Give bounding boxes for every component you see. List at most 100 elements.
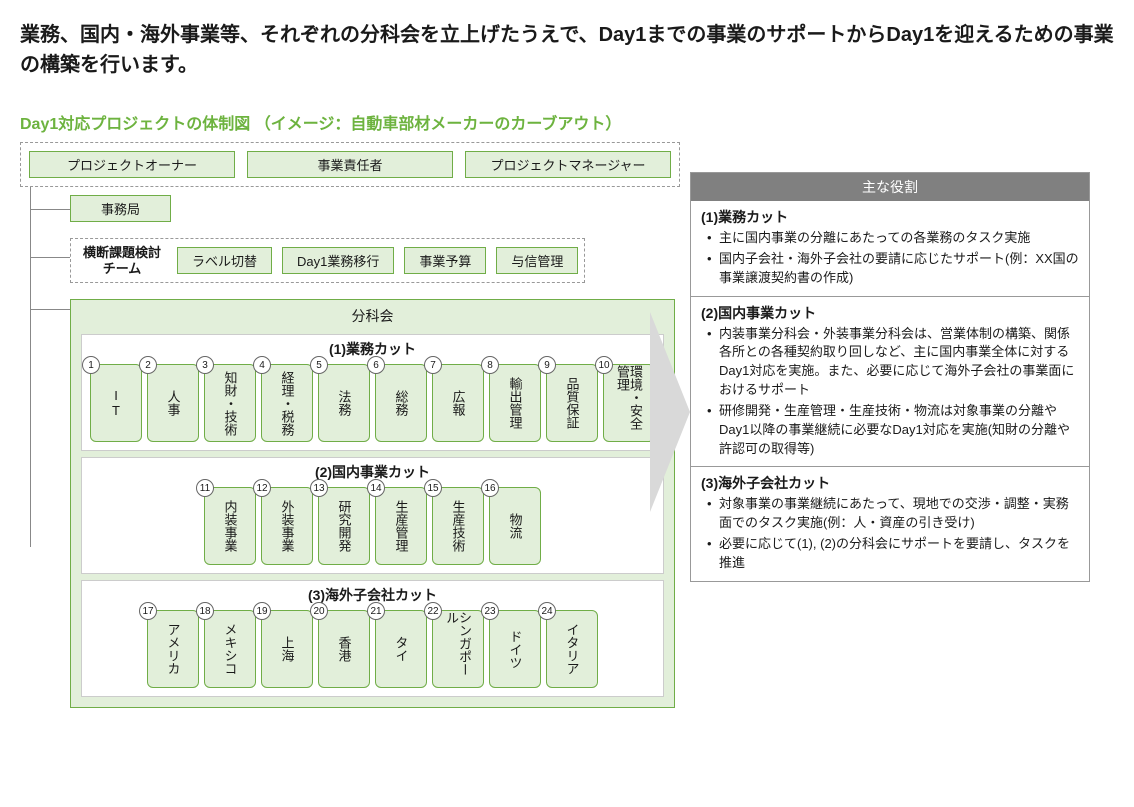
roles-header: 主な役割 — [691, 173, 1089, 201]
card-label: イタリア — [566, 623, 579, 675]
branch-secretariat: 事務局 — [30, 195, 680, 222]
card-label: タイ — [395, 636, 408, 662]
card-item: 12外装事業 — [261, 487, 313, 565]
roles-list: 主に国内事業の分離にあたっての各業務のタスク実施国内子会社・海外子会社の要請に応… — [701, 229, 1079, 288]
roles-bullet: 国内子会社・海外子会社の要請に応じたサポート(例：XX国の事業譲渡契約書の作成) — [705, 250, 1079, 288]
card-item: 19上海 — [261, 610, 313, 688]
cross-team-container: 横断課題検討チーム ラベル切替 Day1業務移行 事業予算 与信管理 — [70, 238, 585, 283]
subcommittee-title: 分科会 — [81, 304, 664, 328]
card-item: 24イタリア — [546, 610, 598, 688]
card-row-1: 1IT2人事3知財・技術4経理・税務5法務6総務7広報8輸出管理9品質保証10環… — [90, 364, 655, 442]
cut-section-2: (2)国内事業カット 11内装事業12外装事業13研究開発14生産管理15生産技… — [81, 457, 664, 574]
branch-cross-team: 横断課題検討チーム ラベル切替 Day1業務移行 事業予算 与信管理 — [30, 230, 680, 283]
cross-team-label: 横断課題検討チーム — [77, 245, 167, 276]
card-label: 生産管理 — [395, 500, 408, 552]
card-label: メキシコ — [224, 623, 237, 675]
roles-body: (1)業務カット主に国内事業の分離にあたっての各業務のタスク実施国内子会社・海外… — [691, 201, 1089, 581]
roles-section-title: (1)業務カット — [701, 207, 1079, 227]
card-label: 生産技術 — [452, 500, 465, 552]
right-panel: 主な役割 (1)業務カット主に国内事業の分離にあたっての各業務のタスク実施国内子… — [690, 142, 1090, 716]
card-item: 22シンガポール — [432, 610, 484, 688]
card-number: 7 — [424, 356, 442, 374]
line-h — [30, 257, 70, 258]
branch-subcommittee: 分科会 (1)業務カット 1IT2人事3知財・技術4経理・税務5法務6総務7広報… — [30, 291, 680, 708]
roles-bullet: 対象事業の事業継続にあたって、現地での交渉・調整・実務面でのタスク実施(例：人・… — [705, 495, 1079, 533]
card-number: 8 — [481, 356, 499, 374]
card-label: 人事 — [167, 390, 180, 416]
card-label: 上海 — [281, 636, 294, 662]
card-item: 13研究開発 — [318, 487, 370, 565]
card-item: 7広報 — [432, 364, 484, 442]
subcommittee-container: 分科会 (1)業務カット 1IT2人事3知財・技術4経理・税務5法務6総務7広報… — [70, 299, 675, 708]
card-item: 15生産技術 — [432, 487, 484, 565]
page-title: 業務、国内・海外事業等、それぞれの分科会を立上げたうえで、Day1までの事業のサ… — [20, 20, 1114, 80]
card-label: 品質保証 — [566, 377, 579, 429]
card-number: 21 — [367, 602, 385, 620]
card-number: 9 — [538, 356, 556, 374]
roles-section: (3)海外子会社カット対象事業の事業継続にあたって、現地での交渉・調整・実務面で… — [691, 466, 1089, 580]
card-item: 11内装事業 — [204, 487, 256, 565]
card-number: 23 — [481, 602, 499, 620]
cut-section-1: (1)業務カット 1IT2人事3知財・技術4経理・税務5法務6総務7広報8輸出管… — [81, 334, 664, 451]
roles-table: 主な役割 (1)業務カット主に国内事業の分離にあたっての各業務のタスク実施国内子… — [690, 172, 1090, 582]
card-label: 内装事業 — [224, 500, 237, 552]
card-number: 12 — [253, 479, 271, 497]
line-h — [30, 309, 70, 310]
left-panel: プロジェクトオーナー 事業責任者 プロジェクトマネージャー 事務局 横断課題検討… — [20, 142, 680, 716]
card-item: 6総務 — [375, 364, 427, 442]
card-number: 4 — [253, 356, 271, 374]
card-label: アメリカ — [167, 623, 180, 675]
cross-item-4: 与信管理 — [496, 247, 578, 274]
card-number: 1 — [82, 356, 100, 374]
tree-area: 事務局 横断課題検討チーム ラベル切替 Day1業務移行 事業予算 与信管理 分… — [30, 195, 680, 708]
card-label: IT — [110, 388, 123, 418]
card-label: 研究開発 — [338, 500, 351, 552]
card-number: 22 — [424, 602, 442, 620]
role-business-lead: 事業責任者 — [247, 151, 453, 178]
card-number: 13 — [310, 479, 328, 497]
card-item: 1IT — [90, 364, 142, 442]
card-number: 2 — [139, 356, 157, 374]
card-item: 8輸出管理 — [489, 364, 541, 442]
subtitle: Day1対応プロジェクトの体制図 （イメージ：自動車部材メーカーのカーブアウト） — [20, 110, 1114, 134]
card-number: 17 — [139, 602, 157, 620]
card-number: 20 — [310, 602, 328, 620]
card-number: 11 — [196, 479, 214, 497]
cut-section-3: (3)海外子会社カット 17アメリカ18メキシコ19上海20香港21タイ22シン… — [81, 580, 664, 697]
role-project-manager: プロジェクトマネージャー — [465, 151, 671, 178]
roles-list: 対象事業の事業継続にあたって、現地での交渉・調整・実務面でのタスク実施(例：人・… — [701, 495, 1079, 572]
card-item: 9品質保証 — [546, 364, 598, 442]
card-row-3: 17アメリカ18メキシコ19上海20香港21タイ22シンガポール23ドイツ24イ… — [90, 610, 655, 688]
card-item: 3知財・技術 — [204, 364, 256, 442]
card-number: 24 — [538, 602, 556, 620]
card-item: 14生産管理 — [375, 487, 427, 565]
content-area: プロジェクトオーナー 事業責任者 プロジェクトマネージャー 事務局 横断課題検討… — [20, 142, 1114, 716]
card-number: 19 — [253, 602, 271, 620]
card-label: 経理・税務 — [281, 371, 294, 436]
cross-item-3: 事業予算 — [404, 247, 486, 274]
cross-item-2: Day1業務移行 — [282, 247, 394, 274]
cross-item-1: ラベル切替 — [177, 247, 272, 274]
card-item: 4経理・税務 — [261, 364, 313, 442]
card-label: シンガポール — [445, 611, 471, 687]
card-label: 外装事業 — [281, 500, 294, 552]
card-item: 18メキシコ — [204, 610, 256, 688]
roles-bullet: 必要に応じて(1), (2)の分科会にサポートを要請し、タスクを推進 — [705, 535, 1079, 573]
card-label: 総務 — [395, 390, 408, 416]
card-number: 16 — [481, 479, 499, 497]
roles-section-title: (2)国内事業カット — [701, 303, 1079, 323]
card-item: 10環境・安全管理 — [603, 364, 655, 442]
line-h — [30, 209, 70, 210]
card-label: 知財・技術 — [224, 371, 237, 436]
card-number: 3 — [196, 356, 214, 374]
roles-section: (2)国内事業カット内装事業分科会・外装事業分科会は、営業体制の構築、関係各所と… — [691, 296, 1089, 467]
arrow-icon — [650, 312, 690, 512]
roles-bullet: 主に国内事業の分離にあたっての各業務のタスク実施 — [705, 229, 1079, 248]
roles-section-title: (3)海外子会社カット — [701, 473, 1079, 493]
card-number: 10 — [595, 356, 613, 374]
card-label: 香港 — [338, 636, 351, 662]
card-item: 17アメリカ — [147, 610, 199, 688]
card-row-2: 11内装事業12外装事業13研究開発14生産管理15生産技術16物流 — [90, 487, 655, 565]
roles-bullet: 内装事業分科会・外装事業分科会は、営業体制の構築、関係各所との各種契約取り回しな… — [705, 325, 1079, 400]
card-label: 物流 — [509, 513, 522, 539]
